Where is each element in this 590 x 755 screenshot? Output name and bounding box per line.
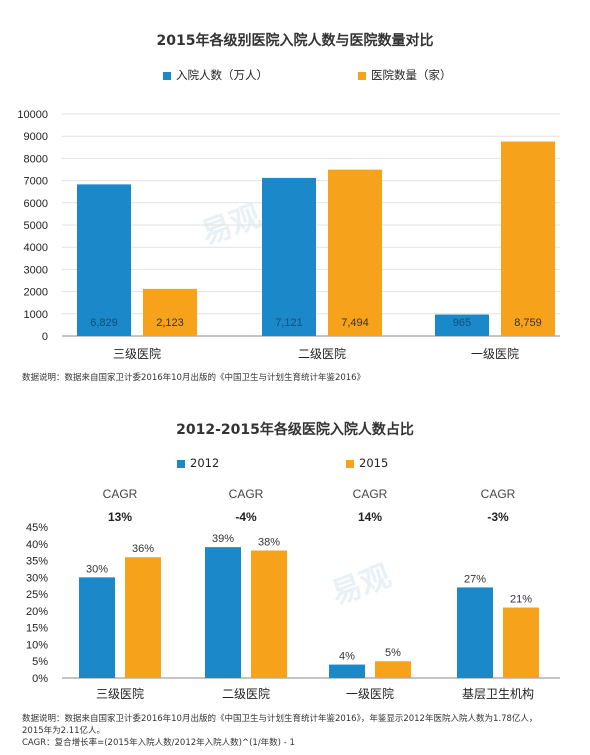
data-label: 4%	[339, 651, 355, 663]
cagr-label: CAGR	[229, 487, 264, 501]
cagr-label: CAGR	[481, 487, 516, 501]
chart1-title: 2015年各级别医院入院人数与医院数量对比	[156, 33, 434, 49]
data-label: 21%	[510, 594, 532, 606]
source-line: 2015年为2.11亿人。	[22, 726, 106, 736]
x-tick-label: 一级医院	[346, 687, 394, 701]
y-tick-label: 4000	[24, 242, 48, 254]
bar-2012	[79, 577, 115, 678]
legend-label: 医院数量（家）	[371, 68, 452, 82]
y-tick-label: 9000	[24, 131, 48, 143]
bar-admissions	[435, 314, 489, 336]
legend-swatch-orange	[346, 459, 354, 468]
cagr-label: CAGR	[103, 487, 138, 501]
cagr-value: 13%	[108, 510, 132, 524]
chart2-title: 2012-2015年各级医院入院人数占比	[176, 422, 414, 438]
chart1-legend-series2: 医院数量（家）	[358, 67, 452, 83]
y-tick-label: 30%	[26, 572, 48, 584]
data-label: 39%	[212, 533, 234, 545]
x-tick-label: 二级医院	[222, 687, 270, 701]
y-tick-label: 15%	[26, 623, 48, 635]
bar-hospitals	[143, 288, 197, 336]
data-label: 6,829	[90, 317, 118, 329]
chart1-legend-series1: 入院人数（万人）	[163, 67, 268, 83]
bar-2012	[457, 587, 493, 678]
x-tick-label: 三级医院	[113, 347, 161, 361]
legend-label: 入院人数（万人）	[176, 68, 268, 82]
x-tick-label: 三级医院	[96, 687, 144, 701]
cagr-value: -3%	[487, 510, 509, 524]
x-tick-label: 一级医院	[471, 347, 519, 361]
data-label: 38%	[258, 536, 280, 548]
y-tick-label: 7000	[24, 176, 48, 188]
data-label: 2,123	[156, 317, 184, 329]
legend-swatch-blue	[177, 459, 185, 468]
data-label: 27%	[464, 573, 486, 585]
bar-2015	[125, 557, 161, 678]
bar-admissions	[77, 184, 131, 336]
data-label: 5%	[385, 647, 401, 659]
cagr-value: -4%	[235, 510, 257, 524]
legend-swatch-blue	[163, 71, 171, 80]
data-label: 8,759	[514, 317, 542, 329]
y-tick-label: 20%	[26, 606, 48, 618]
y-tick-label: 10%	[26, 639, 48, 651]
y-tick-label: 25%	[26, 589, 48, 601]
chart2-legend-series1: 2012	[177, 456, 219, 470]
data-label: 36%	[132, 543, 154, 555]
y-tick-label: 2000	[24, 287, 48, 299]
bar-2015	[503, 607, 539, 678]
cagr-label: CAGR	[353, 487, 388, 501]
legend-swatch-orange	[358, 71, 366, 80]
bar-2012	[329, 664, 365, 678]
y-tick-label: 35%	[26, 556, 48, 568]
bar-admissions	[262, 177, 316, 336]
y-tick-label: 0	[42, 331, 48, 343]
bar-hospitals	[328, 169, 382, 336]
bar-hospitals	[501, 141, 555, 336]
x-tick-label: 基层卫生机构	[462, 686, 534, 701]
data-label: 7,121	[275, 317, 303, 329]
y-tick-label: 8000	[24, 153, 48, 165]
x-tick-label: 二级医院	[298, 347, 346, 361]
y-tick-label: 6000	[24, 198, 48, 210]
y-tick-label: 1000	[24, 309, 48, 321]
chart2-source-note: 数据说明：数据来自国家卫计委2016年10月出版的《中国卫生与计划生育统计年鉴2…	[22, 713, 537, 749]
legend-label: 2012	[190, 456, 220, 470]
data-label: 965	[453, 317, 471, 329]
chart1-source-note: 数据说明：数据来自国家卫计委2016年10月出版的《中国卫生与计划生育统计年鉴2…	[22, 373, 366, 383]
y-tick-label: 3000	[24, 264, 48, 276]
y-tick-label: 45%	[26, 522, 48, 534]
bar-2015	[375, 661, 411, 678]
chart2-legend-series2: 2015	[346, 456, 388, 470]
y-tick-label: 5000	[24, 220, 48, 232]
y-tick-label: 0%	[32, 673, 48, 685]
cagr-value: 14%	[358, 510, 382, 524]
data-label: 30%	[86, 563, 108, 575]
y-tick-label: 5%	[32, 656, 48, 668]
y-tick-label: 10000	[17, 109, 48, 121]
source-line: CAGR：复合增长率=(2015年入院人数/2012年入院人数)^(1/年数) …	[22, 738, 295, 748]
source-line: 数据说明：数据来自国家卫计委2016年10月出版的《中国卫生与计划生育统计年鉴2…	[22, 714, 538, 724]
bar-2012	[205, 547, 241, 678]
bar-2015	[251, 550, 287, 678]
legend-label: 2015	[359, 456, 389, 470]
data-label: 7,494	[341, 317, 369, 329]
y-tick-label: 40%	[26, 539, 48, 551]
